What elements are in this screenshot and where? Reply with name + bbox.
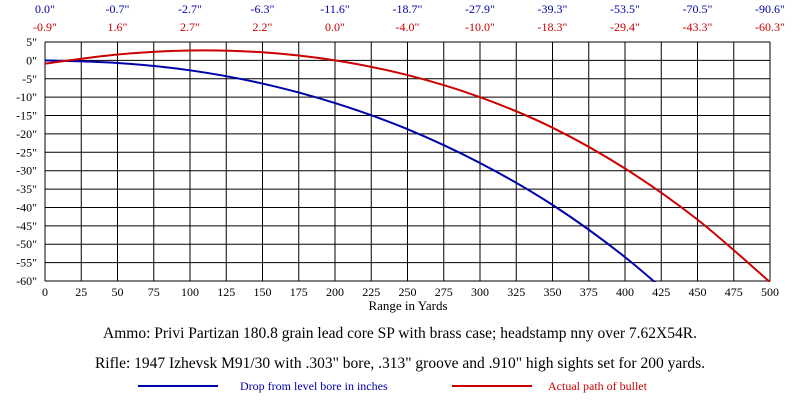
- table-path-value: -10.0": [465, 20, 495, 34]
- table-path-value: 2.2": [253, 20, 273, 34]
- y-tick-label: -15": [16, 109, 37, 123]
- x-tick-label: 475: [725, 285, 743, 299]
- legend-path-label: Actual path of bullet: [548, 379, 648, 393]
- grid: [44, 41, 771, 282]
- x-tick-label: 425: [652, 285, 670, 299]
- x-tick-label: 175: [290, 285, 308, 299]
- x-tick-label: 200: [326, 285, 344, 299]
- series-drop-line: [45, 59, 657, 282]
- y-tick-label: -45": [16, 219, 37, 233]
- x-tick-label: 400: [616, 285, 634, 299]
- x-tick-label: 300: [471, 285, 489, 299]
- table-drop-value: -70.5": [683, 2, 713, 16]
- table-path-value: -60.3": [755, 20, 785, 34]
- ammo-note: Ammo: Privi Partizan 180.8 grain lead co…: [103, 325, 697, 342]
- y-axis-ticks: 5" 0" -5" -10" -15" -20" -25" -30" -35" -40" -45" -…: [16, 35, 37, 288]
- data-table-top: 0.0" -0.9" -0.7" 1.6" -2.7" 2.7" -6.3" 2.2" -11.…: [33, 2, 785, 34]
- x-tick-label: 100: [181, 285, 199, 299]
- x-tick-label: 75: [148, 285, 160, 299]
- table-path-value: -18.3": [538, 20, 568, 34]
- y-tick-label: -50": [16, 237, 37, 251]
- table-path-value: -4.0": [396, 20, 420, 34]
- y-tick-label: 5": [26, 35, 37, 49]
- table-drop-value: -18.7": [393, 2, 423, 16]
- table-drop-value: 0.0": [35, 2, 55, 16]
- y-tick-label: 0": [26, 53, 37, 67]
- x-tick-label: 500: [761, 285, 779, 299]
- x-tick-label: 225: [362, 285, 380, 299]
- x-tick-label: 350: [544, 285, 562, 299]
- x-tick-label: 150: [254, 285, 272, 299]
- series-layer: [45, 49, 770, 282]
- table-drop-value: -11.6": [320, 2, 350, 16]
- table-drop-value: -39.3": [538, 2, 568, 16]
- table-drop-value: -0.7": [106, 2, 130, 16]
- x-tick-label: 0: [42, 285, 48, 299]
- table-drop-value: -27.9": [465, 2, 495, 16]
- y-tick-label: -30": [16, 164, 37, 178]
- x-tick-label: 450: [689, 285, 707, 299]
- y-tick-label: -40": [16, 200, 37, 214]
- y-tick-label: -55": [16, 256, 37, 270]
- x-axis-ticks: 0 25 50 75 100 125 150 175 200 225 250 275 300 325 350…: [42, 285, 779, 299]
- table-drop-value: -90.6": [755, 2, 785, 16]
- x-tick-label: 275: [435, 285, 453, 299]
- x-tick-label: 25: [75, 285, 87, 299]
- table-path-value: -29.4": [610, 20, 640, 34]
- x-tick-label: 50: [112, 285, 124, 299]
- y-tick-label: -25": [16, 145, 37, 159]
- legend: Drop from level bore in inches Actual pa…: [138, 379, 648, 393]
- y-tick-label: -5": [22, 72, 37, 86]
- series-path-line: [45, 49, 770, 282]
- x-axis-title: Range in Yards: [368, 298, 447, 313]
- x-tick-label: 125: [217, 285, 235, 299]
- x-tick-label: 250: [399, 285, 417, 299]
- x-tick-label: 375: [580, 285, 598, 299]
- y-tick-label: -35": [16, 182, 37, 196]
- y-tick-label: -10": [16, 90, 37, 104]
- table-path-value: -0.9": [33, 20, 57, 34]
- table-drop-value: -6.3": [251, 2, 275, 16]
- table-path-value: 0.0": [325, 20, 345, 34]
- table-path-value: -43.3": [683, 20, 713, 34]
- legend-drop-label: Drop from level bore in inches: [240, 379, 388, 393]
- x-tick-label: 325: [507, 285, 525, 299]
- table-drop-value: -2.7": [178, 2, 202, 16]
- y-tick-label: -20": [16, 127, 37, 141]
- table-path-value: 2.7": [180, 20, 200, 34]
- table-path-value: 1.6": [108, 20, 128, 34]
- y-tick-label: -60": [16, 274, 37, 288]
- rifle-note: Rifle: 1947 Izhevsk M91/30 with .303" bo…: [95, 355, 705, 372]
- table-drop-value: -53.5": [610, 2, 640, 16]
